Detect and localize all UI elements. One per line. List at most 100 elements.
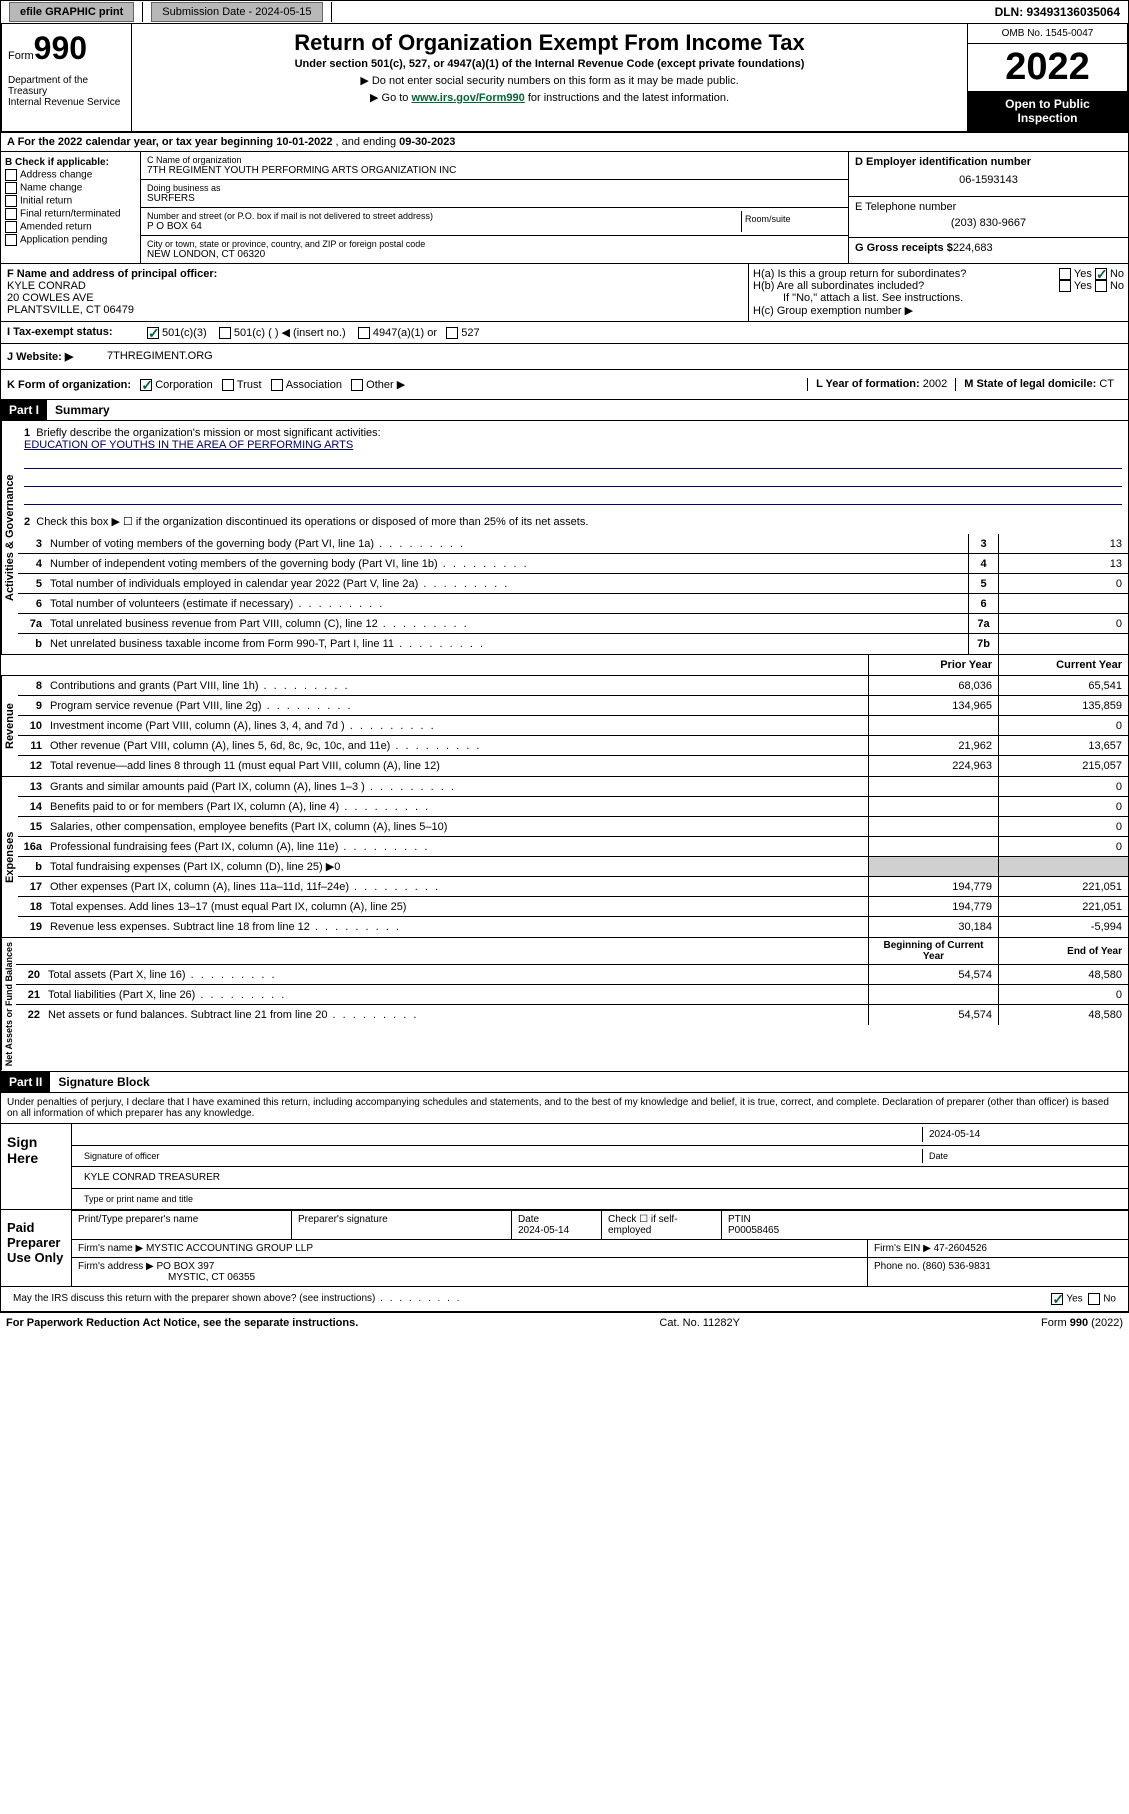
- col-right: D Employer identification number 06-1593…: [848, 152, 1128, 263]
- cb-assoc[interactable]: [271, 379, 283, 391]
- org-name-row: C Name of organization 7TH REGIMENT YOUT…: [141, 152, 848, 180]
- line-4: 4Number of independent voting members of…: [18, 554, 1128, 574]
- net-label: Net Assets or Fund Balances: [1, 938, 16, 1070]
- line-16b: bTotal fundraising expenses (Part IX, co…: [18, 857, 1128, 877]
- line-19: 19Revenue less expenses. Subtract line 1…: [18, 917, 1128, 937]
- line-7a: 7aTotal unrelated business revenue from …: [18, 614, 1128, 634]
- cb-corp[interactable]: [140, 379, 152, 391]
- line-3: 3Number of voting members of the governi…: [18, 534, 1128, 554]
- line-16a: 16aProfessional fundraising fees (Part I…: [18, 837, 1128, 857]
- cb-501c[interactable]: [219, 327, 231, 339]
- line-8: 8Contributions and grants (Part VIII, li…: [18, 676, 1128, 696]
- line-20: 20Total assets (Part X, line 16)54,57448…: [16, 965, 1128, 985]
- signature-block: Under penalties of perjury, I declare th…: [0, 1093, 1129, 1312]
- col-b-header: B Check if applicable:: [5, 157, 136, 168]
- part1-header: Part I Summary: [0, 400, 1129, 421]
- phone-block: E Telephone number (203) 830-9667: [849, 197, 1128, 238]
- irs-link[interactable]: www.irs.gov/Form990: [411, 92, 524, 104]
- website-value: 7THREGIMENT.ORG: [107, 350, 213, 363]
- line-13: 13Grants and similar amounts paid (Part …: [18, 777, 1128, 797]
- dept-label: Department of the Treasury Internal Reve…: [8, 67, 125, 108]
- line-9: 9Program service revenue (Part VIII, lin…: [18, 696, 1128, 716]
- year-cell: OMB No. 1545-0047 2022 Open to Public In…: [967, 24, 1127, 131]
- addr-row: Number and street (or P.O. box if mail i…: [141, 208, 848, 236]
- cb-discuss-yes[interactable]: [1051, 1293, 1063, 1305]
- cb-amended[interactable]: Amended return: [5, 221, 136, 233]
- main-title: Return of Organization Exempt From Incom…: [138, 30, 961, 56]
- line-22: 22Net assets or fund balances. Subtract …: [16, 1005, 1128, 1025]
- cb-name[interactable]: Name change: [5, 182, 136, 194]
- cb-ha-no[interactable]: [1095, 268, 1107, 280]
- part1-governance: Activities & Governance 1 Briefly descri…: [0, 421, 1129, 655]
- col-b: B Check if applicable: Address change Na…: [1, 152, 141, 263]
- year-headers: . Prior YearCurrent Year: [0, 655, 1129, 676]
- title-cell: Return of Organization Exempt From Incom…: [132, 24, 967, 131]
- line-12: 12Total revenue—add lines 8 through 11 (…: [18, 756, 1128, 776]
- entity-block: B Check if applicable: Address change Na…: [0, 152, 1129, 264]
- officer-left: F Name and address of principal officer:…: [1, 264, 748, 321]
- efile-cell: efile GRAPHIC print: [1, 2, 143, 22]
- form-id-cell: Form990 Department of the Treasury Inter…: [2, 24, 132, 131]
- instr2: ▶ Go to www.irs.gov/Form990 for instruct…: [138, 91, 961, 104]
- officer-block: F Name and address of principal officer:…: [0, 264, 1129, 322]
- exp-label: Expenses: [1, 777, 18, 937]
- rev-label: Revenue: [1, 676, 18, 776]
- line-21: 21Total liabilities (Part X, line 26)0: [16, 985, 1128, 1005]
- part2-header: Part II Signature Block: [0, 1072, 1129, 1093]
- instr1: ▶ Do not enter social security numbers o…: [138, 74, 961, 87]
- line-7b: bNet unrelated business taxable income f…: [18, 634, 1128, 654]
- form-header: Form990 Department of the Treasury Inter…: [0, 24, 1129, 133]
- form-org-row: K Form of organization: Corporation Trus…: [0, 370, 1129, 400]
- line-10: 10Investment income (Part VIII, column (…: [18, 716, 1128, 736]
- sign-here-label: Sign Here: [1, 1124, 71, 1209]
- line-17: 17Other expenses (Part IX, column (A), l…: [18, 877, 1128, 897]
- line-15: 15Salaries, other compensation, employee…: [18, 817, 1128, 837]
- form-number: 990: [34, 30, 87, 66]
- preparer-row: Paid Preparer Use Only Print/Type prepar…: [1, 1209, 1128, 1286]
- open-public: Open to Public Inspection: [968, 91, 1127, 131]
- omb: OMB No. 1545-0047: [968, 24, 1127, 44]
- line-11: 11Other revenue (Part VIII, column (A), …: [18, 736, 1128, 756]
- cb-other[interactable]: [351, 379, 363, 391]
- sign-here-row: Sign Here 2024-05-14 Signature of office…: [1, 1123, 1128, 1209]
- dln: DLN: 93493136035064: [987, 1, 1128, 23]
- cb-discuss-no[interactable]: [1088, 1293, 1100, 1305]
- cb-initial[interactable]: Initial return: [5, 195, 136, 207]
- part1-expenses: Expenses 13Grants and similar amounts pa…: [0, 777, 1129, 938]
- sig-declare: Under penalties of perjury, I declare th…: [1, 1093, 1128, 1123]
- mission-block: 1 Briefly describe the organization's mi…: [18, 421, 1128, 534]
- website-row: J Website: ▶ 7THREGIMENT.ORG: [0, 344, 1129, 370]
- officer-right: H(a) Is this a group return for subordin…: [748, 264, 1128, 321]
- status-row: I Tax-exempt status: 501(c)(3) 501(c) ( …: [0, 322, 1129, 344]
- line-6: 6Total number of volunteers (estimate if…: [18, 594, 1128, 614]
- subtitle: Under section 501(c), 527, or 4947(a)(1)…: [138, 58, 961, 70]
- efile-button[interactable]: efile GRAPHIC print: [9, 2, 134, 22]
- top-bar: efile GRAPHIC print Submission Date - 20…: [0, 0, 1129, 24]
- ein-block: D Employer identification number 06-1593…: [849, 152, 1128, 197]
- cb-hb-yes[interactable]: [1059, 280, 1071, 292]
- footer: For Paperwork Reduction Act Notice, see …: [0, 1312, 1129, 1333]
- cb-trust[interactable]: [222, 379, 234, 391]
- cb-4947[interactable]: [358, 327, 370, 339]
- cb-527[interactable]: [446, 327, 458, 339]
- line-5: 5Total number of individuals employed in…: [18, 574, 1128, 594]
- cb-addr[interactable]: Address change: [5, 169, 136, 181]
- subdate-cell: Submission Date - 2024-05-15: [143, 2, 331, 22]
- part1-revenue: Revenue 8Contributions and grants (Part …: [0, 676, 1129, 777]
- cb-501c3[interactable]: [147, 327, 159, 339]
- cb-pending[interactable]: Application pending: [5, 234, 136, 246]
- tax-year: 2022: [968, 44, 1127, 91]
- preparer-label: Paid Preparer Use Only: [1, 1210, 71, 1286]
- gross-block: G Gross receipts $224,683: [849, 238, 1128, 258]
- dba-row: Doing business as SURFERS: [141, 180, 848, 208]
- cb-final[interactable]: Final return/terminated: [5, 208, 136, 220]
- gov-label: Activities & Governance: [1, 421, 18, 654]
- line-14: 14Benefits paid to or for members (Part …: [18, 797, 1128, 817]
- submission-date: Submission Date - 2024-05-15: [151, 2, 322, 22]
- row-a: A For the 2022 calendar year, or tax yea…: [0, 133, 1129, 152]
- cb-hb-no[interactable]: [1095, 280, 1107, 292]
- line-18: 18Total expenses. Add lines 13–17 (must …: [18, 897, 1128, 917]
- cb-ha-yes[interactable]: [1059, 268, 1071, 280]
- part1-netassets: Net Assets or Fund Balances Beginning of…: [0, 938, 1129, 1071]
- city-row: City or town, state or province, country…: [141, 236, 848, 263]
